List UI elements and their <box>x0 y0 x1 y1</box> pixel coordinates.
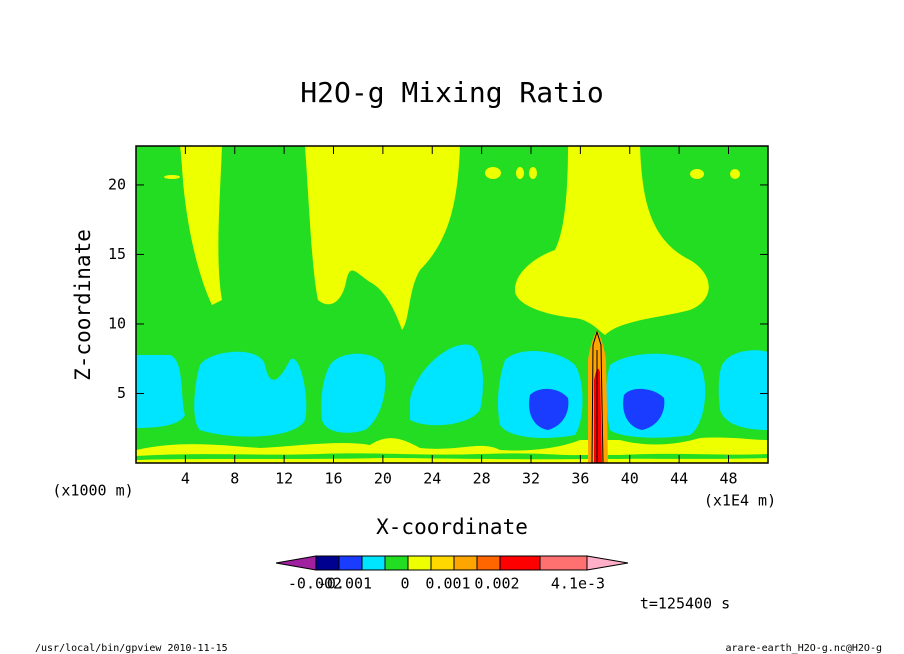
x-tick-label: 40 <box>621 470 639 488</box>
contour-region <box>515 146 709 335</box>
x-tick-label: 16 <box>324 470 342 488</box>
contour-region <box>690 169 704 179</box>
contour-region <box>594 368 602 463</box>
contour-region <box>730 169 740 179</box>
x-tick-label: 4 <box>181 470 190 488</box>
x-tick-label: 12 <box>275 470 293 488</box>
colorbar-label: 0.002 <box>474 575 519 593</box>
contour-region <box>180 146 222 305</box>
colorbar-label: 0.001 <box>425 575 470 593</box>
colorbar-end <box>586 555 629 571</box>
colorbar-label: -0.001 <box>318 575 372 593</box>
colorbar-label: -0.002 <box>288 575 342 593</box>
x-tick-label: 48 <box>719 470 737 488</box>
colorbar-label: 0 <box>400 575 409 593</box>
x-tick-label: 8 <box>230 470 239 488</box>
contour-line <box>591 330 604 464</box>
colorbar-box <box>338 555 363 571</box>
colorbar-box <box>539 555 588 571</box>
colorbar-end <box>275 555 317 571</box>
contour-region <box>623 388 665 430</box>
y-tick-label: 20 <box>108 175 126 193</box>
contour-region <box>529 167 537 179</box>
y-unit: (x1000 m) <box>52 482 133 500</box>
y-tick-label: 15 <box>108 245 126 263</box>
colorbar-box <box>407 555 432 571</box>
contour-region <box>516 167 524 179</box>
colorbar-box <box>453 555 478 571</box>
colorbar-box <box>430 555 455 571</box>
plot-frame <box>135 145 769 464</box>
x-tick-label: 44 <box>670 470 688 488</box>
x-tick-label: 24 <box>423 470 441 488</box>
footer-left: /usr/local/bin/gpview 2010-11-15 <box>35 643 228 654</box>
contour-region <box>136 355 185 428</box>
colorbar-box <box>499 555 541 571</box>
contour-region <box>164 175 180 179</box>
colorbar-box <box>476 555 501 571</box>
colorbar-label: 4.1e-3 <box>551 575 605 593</box>
x-tick-label: 32 <box>522 470 540 488</box>
contour-region <box>305 146 460 330</box>
x-tick-label: 36 <box>571 470 589 488</box>
colorbar-box <box>361 555 386 571</box>
plot-area <box>136 146 768 464</box>
x-unit: (x1E4 m) <box>704 492 776 510</box>
footer-right: arare-earth_H2O-g.nc@H2O-g <box>725 643 882 654</box>
contour-region <box>136 453 768 460</box>
y-axis-label: Z-coordinate <box>71 229 95 381</box>
colorbar-box <box>384 555 409 571</box>
contour-region <box>529 388 569 430</box>
contour-region <box>194 351 307 437</box>
contour-region <box>410 344 483 426</box>
contour-region <box>718 350 768 430</box>
x-tick-label: 28 <box>473 470 491 488</box>
y-tick-label: 10 <box>108 314 126 332</box>
contour-region <box>321 353 386 433</box>
time-label: t=125400 s <box>640 595 730 613</box>
y-tick-label: 5 <box>117 384 126 402</box>
x-axis-label: X-coordinate <box>376 515 528 539</box>
colorbar-box <box>315 555 340 571</box>
chart-title: H2O-g Mixing Ratio <box>300 76 603 109</box>
contour-region <box>485 167 501 179</box>
x-tick-label: 20 <box>374 470 392 488</box>
